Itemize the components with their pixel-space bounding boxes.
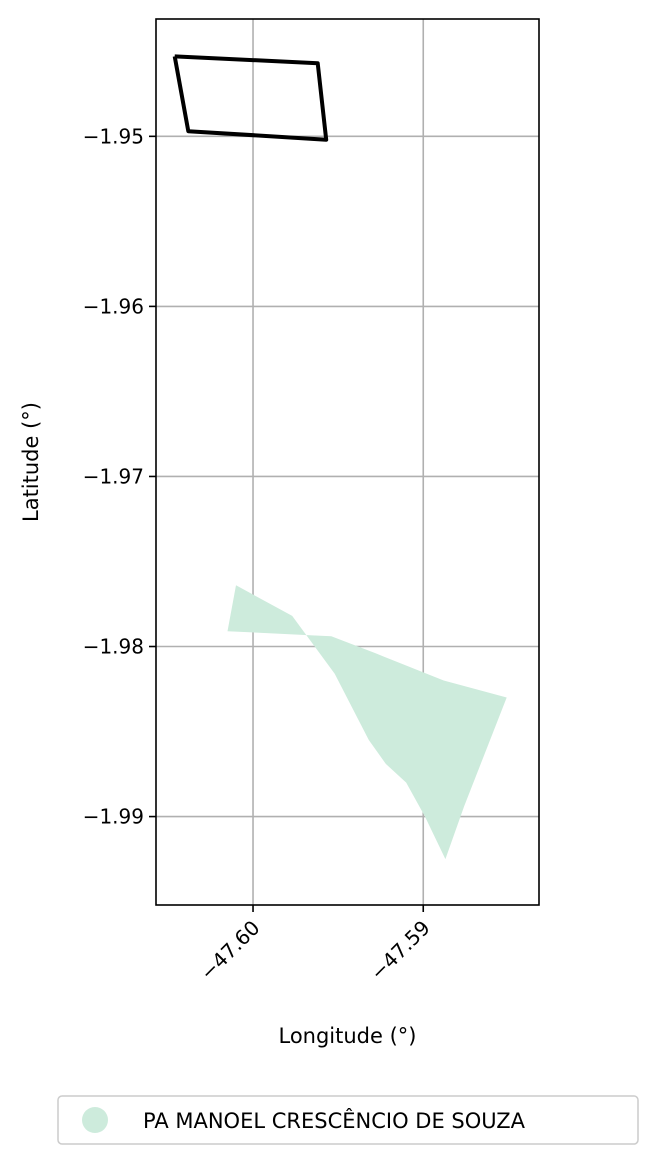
x-axis-ticks: −47.60 −47.59 xyxy=(195,905,435,985)
legend-label: PA MANOEL CRESCÊNCIO DE SOUZA xyxy=(143,1108,526,1133)
boundary-layer xyxy=(172,54,329,142)
y-axis-ticks: −1.95 −1.96 −1.97 −1.98 −1.99 xyxy=(83,124,156,829)
x-tick-label: −47.60 xyxy=(195,916,264,985)
y-axis-label: Latitude (°) xyxy=(19,402,43,522)
y-tick-label: −1.99 xyxy=(83,805,144,829)
gridlines xyxy=(156,19,539,905)
settlement-area-polygon xyxy=(227,585,507,860)
y-tick-label: −1.95 xyxy=(83,124,144,148)
legend-marker xyxy=(82,1107,108,1133)
y-tick-label: −1.96 xyxy=(83,294,144,318)
x-tick-label: −47.59 xyxy=(365,916,434,985)
x-axis-label: Longitude (°) xyxy=(278,1024,416,1048)
y-tick-label: −1.97 xyxy=(83,464,144,488)
plot-frame xyxy=(155,18,540,906)
area-layer xyxy=(227,585,507,860)
legend: PA MANOEL CRESCÊNCIO DE SOUZA xyxy=(57,1095,639,1145)
y-tick-label: −1.98 xyxy=(83,635,144,659)
boundary-polygon xyxy=(172,54,329,142)
legend-box xyxy=(57,1095,639,1145)
